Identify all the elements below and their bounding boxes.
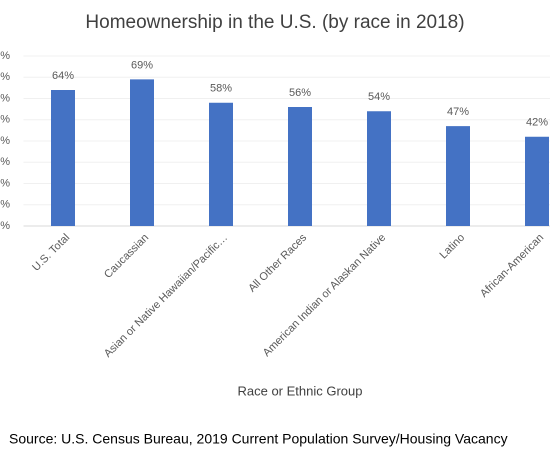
x-tick-label: African-American [478, 232, 546, 300]
y-tick-label: 50% [0, 114, 10, 126]
bar [367, 111, 391, 226]
chart-title: Homeownership in the U.S. (by race in 20… [85, 12, 464, 33]
x-tick-label: All Other Races [246, 231, 309, 294]
bar [51, 90, 75, 226]
y-tick-label: 20% [0, 177, 10, 189]
y-tick-label: 80% [0, 50, 10, 62]
bar [525, 136, 549, 226]
data-label: 69% [131, 59, 153, 71]
y-tick-label: 70% [0, 71, 10, 83]
x-axis-title: Race or Ethnic Group [237, 383, 362, 398]
x-tick-label: American Indian or Alaskan Native [261, 232, 388, 359]
bar [130, 79, 154, 226]
y-tick-label: 0% [0, 220, 10, 232]
data-label: 56% [289, 87, 311, 99]
bar [288, 107, 312, 226]
y-tick-label: 30% [0, 156, 10, 168]
data-label: 42% [526, 117, 548, 129]
data-label: 64% [52, 70, 74, 82]
x-tick-label: Latino [437, 232, 467, 262]
y-tick-label: 60% [0, 92, 10, 104]
y-tick-label: 10% [0, 199, 10, 211]
data-label: 54% [368, 91, 390, 103]
source-note: Source: U.S. Census Bureau, 2019 Current… [9, 431, 508, 447]
data-label: 47% [447, 106, 469, 118]
x-tick-label: U.S. Total [30, 232, 72, 274]
bar [446, 126, 470, 226]
y-tick-label: 40% [0, 135, 10, 147]
data-label: 58% [210, 83, 232, 95]
bar [209, 102, 233, 226]
x-tick-label: Caucassian [102, 232, 151, 281]
x-tick-label: Asian or Native Hawaiian/Pacific… [102, 232, 230, 360]
